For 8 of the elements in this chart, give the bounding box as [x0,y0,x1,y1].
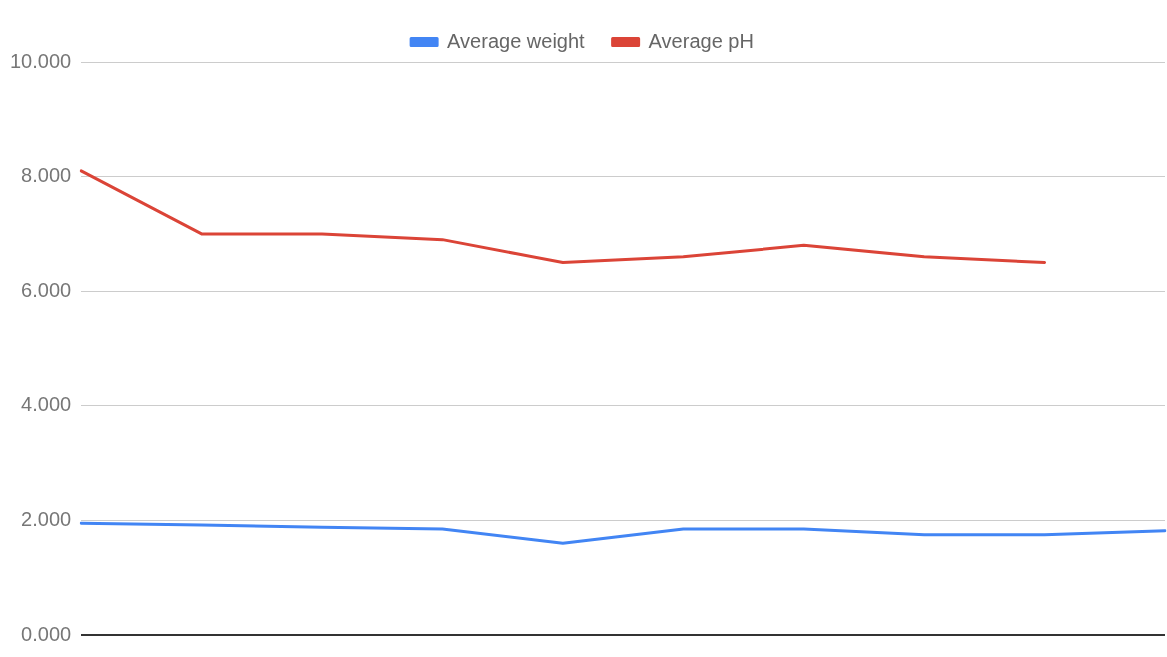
y-tick-label: 4.000 [21,393,72,416]
y-tick-label: 10.000 [10,49,72,72]
legend-label: Average pH [648,29,754,52]
y-tick-label: 8.000 [21,164,72,187]
y-tick-label: 2.000 [21,507,72,530]
y-tick-label: 6.000 [21,278,72,301]
y-tick-label: 0.000 [21,622,72,645]
legend-label: Average weight [447,29,586,52]
